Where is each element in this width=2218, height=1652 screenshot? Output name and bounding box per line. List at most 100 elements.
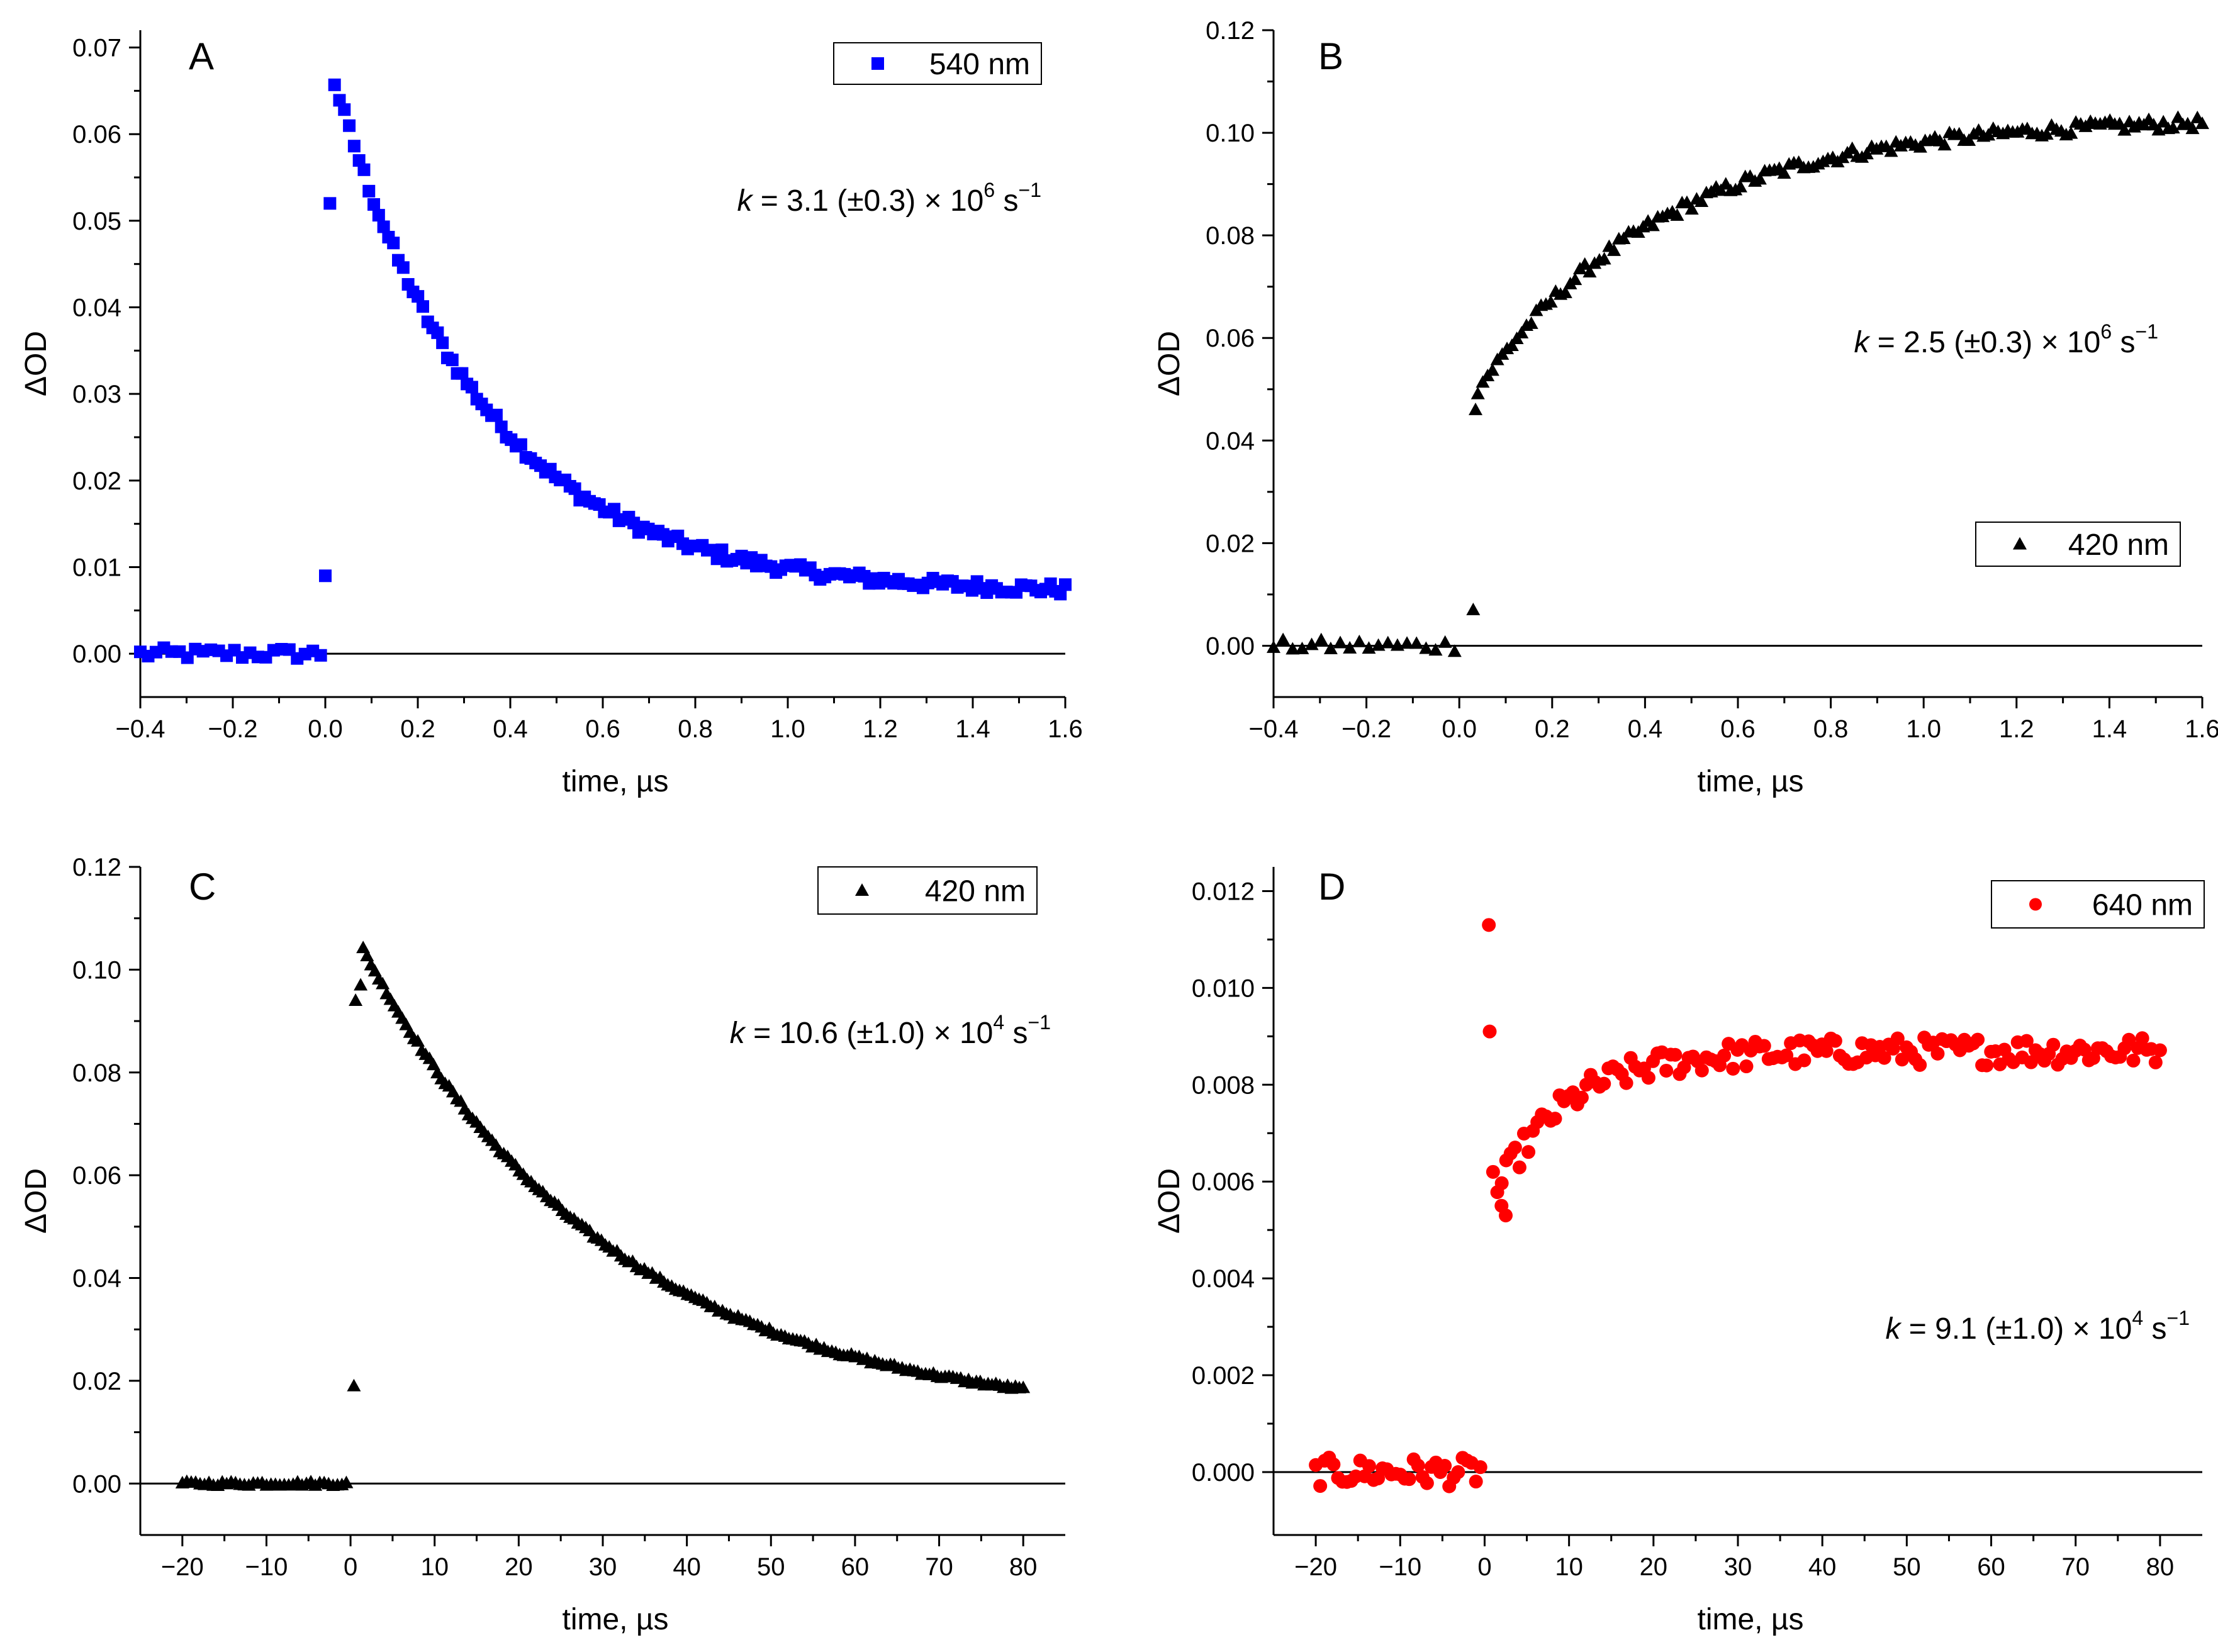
data-point bbox=[1597, 1076, 1611, 1091]
data-point bbox=[1971, 1032, 1985, 1047]
legend-box bbox=[833, 42, 1042, 85]
x-tick-label: 10 bbox=[420, 1553, 449, 1581]
series-points bbox=[1309, 918, 2167, 1493]
data-point bbox=[2148, 1055, 2163, 1069]
data-point bbox=[328, 78, 341, 91]
x-tick-label: 1.0 bbox=[770, 715, 805, 743]
data-point bbox=[323, 197, 337, 210]
x-tick-label: −0.2 bbox=[208, 715, 258, 743]
data-point bbox=[1343, 640, 1357, 654]
x-tick-label: −20 bbox=[1294, 1553, 1337, 1581]
data-point bbox=[1469, 402, 1483, 415]
data-point bbox=[2019, 1034, 2034, 1048]
x-tick-label: 1.2 bbox=[1999, 715, 2034, 743]
y-tick-label: 0.00 bbox=[1206, 632, 1255, 660]
data-point bbox=[1447, 644, 1462, 657]
data-point bbox=[362, 184, 376, 198]
y-tick-label: 0.04 bbox=[1206, 427, 1255, 455]
x-tick-label: 0.2 bbox=[400, 715, 435, 743]
data-point bbox=[1512, 1160, 1526, 1175]
data-point bbox=[1411, 1458, 1425, 1473]
data-point bbox=[1400, 636, 1414, 649]
data-point bbox=[1819, 1044, 1834, 1058]
data-point bbox=[1419, 641, 1433, 654]
legend-box bbox=[1991, 880, 2205, 929]
data-point bbox=[1515, 325, 1529, 338]
data-point bbox=[2171, 110, 2185, 123]
y-tick-label: 0.08 bbox=[1206, 222, 1255, 250]
data-point bbox=[1558, 285, 1572, 298]
x-axis-label: time, µs bbox=[562, 765, 668, 798]
legend-marker bbox=[855, 883, 869, 896]
data-point bbox=[1362, 1459, 1376, 1473]
data-point bbox=[1913, 1058, 1927, 1072]
y-axis-label: ΔOD bbox=[20, 331, 53, 396]
data-point bbox=[1451, 1465, 1465, 1480]
x-tick-label: −10 bbox=[1379, 1553, 1421, 1581]
data-point bbox=[1641, 1071, 1655, 1085]
x-tick-label: 0.4 bbox=[493, 715, 528, 743]
data-point bbox=[514, 438, 527, 451]
data-point bbox=[377, 220, 390, 233]
x-tick-label: 0.2 bbox=[1535, 715, 1570, 743]
x-axis-label: time, µs bbox=[1697, 765, 1803, 798]
data-point bbox=[1326, 1457, 1341, 1471]
data-point bbox=[347, 1378, 361, 1392]
data-point bbox=[1304, 637, 1319, 650]
panel-A: −0.4 −0.2 0.0 0.2 0.4 0.6 0.8 1.0 1.2 1.4 1.6 0.00 0… bbox=[20, 30, 1083, 798]
y-tick-label: 0.008 bbox=[1192, 1071, 1255, 1099]
y-tick-label: 0.06 bbox=[1206, 325, 1255, 352]
data-point bbox=[1684, 202, 1699, 215]
legend: 540 nm bbox=[833, 42, 1042, 85]
data-point bbox=[412, 290, 425, 303]
x-tick-label: 20 bbox=[1640, 1553, 1668, 1581]
data-point bbox=[1670, 208, 1684, 221]
x-tick-label: 0 bbox=[1477, 1553, 1491, 1581]
x-tick-label: 1.0 bbox=[1906, 715, 1941, 743]
data-point bbox=[314, 649, 327, 662]
x-tick-label: −0.4 bbox=[116, 715, 165, 743]
data-point bbox=[2039, 127, 2054, 140]
rate-annotation: k = 10.6 (±1.0) × 104 s−1 bbox=[730, 1011, 1051, 1050]
data-point bbox=[376, 976, 390, 990]
x-tick-label: 0.8 bbox=[1813, 715, 1849, 743]
data-point bbox=[1645, 218, 1660, 232]
data-point bbox=[1828, 1034, 1842, 1048]
data-point bbox=[1890, 1031, 1905, 1046]
legend-label: 420 nm bbox=[925, 875, 1026, 908]
y-tick-label: 0.02 bbox=[72, 467, 121, 495]
x-tick-label: 40 bbox=[673, 1553, 701, 1581]
data-point bbox=[1582, 265, 1597, 278]
y-tick-label: 0.010 bbox=[1192, 974, 1255, 1002]
data-point bbox=[1607, 243, 1621, 256]
data-point bbox=[1962, 133, 1976, 146]
data-point bbox=[2151, 123, 2166, 136]
x-tick-label: 50 bbox=[1893, 1553, 1921, 1581]
data-point bbox=[2166, 121, 2180, 134]
data-point bbox=[1797, 1053, 1812, 1068]
data-point bbox=[1616, 232, 1631, 244]
data-point bbox=[1619, 1076, 1633, 1090]
y-axis-label: ΔOD bbox=[1153, 331, 1186, 396]
data-point bbox=[490, 408, 503, 421]
data-point bbox=[1438, 635, 1452, 648]
data-point bbox=[1739, 1059, 1754, 1074]
data-point bbox=[627, 516, 641, 530]
x-tick-label: 1.4 bbox=[955, 715, 990, 743]
x-tick-label: 60 bbox=[1977, 1553, 2005, 1581]
data-point bbox=[1752, 172, 1767, 185]
data-point bbox=[1295, 641, 1309, 654]
data-point bbox=[1508, 1141, 1522, 1155]
x-tick-label: 80 bbox=[2146, 1553, 2175, 1581]
data-point bbox=[465, 381, 478, 394]
x-tick-label: 0.8 bbox=[678, 715, 713, 743]
data-point bbox=[1543, 294, 1558, 308]
data-point bbox=[1577, 257, 1592, 270]
data-point bbox=[1714, 183, 1728, 196]
y-tick-label: 0.07 bbox=[72, 35, 121, 62]
data-point bbox=[456, 367, 469, 380]
y-tick-label: 0.03 bbox=[72, 381, 121, 408]
data-point bbox=[372, 209, 385, 222]
x-tick-label: 0.6 bbox=[1720, 715, 1756, 743]
data-point bbox=[1402, 1472, 1416, 1487]
